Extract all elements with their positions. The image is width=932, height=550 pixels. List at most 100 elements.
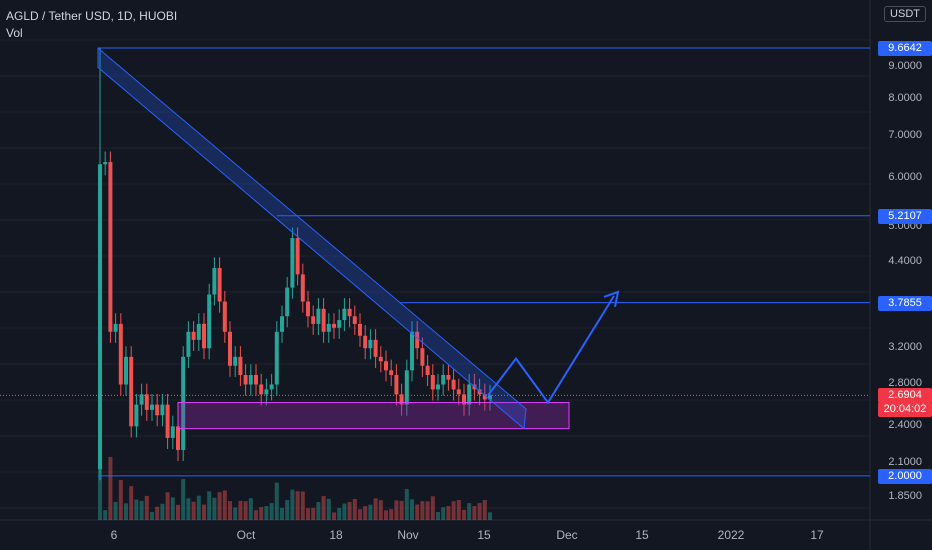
candle-body: [441, 374, 446, 385]
candle-body: [316, 308, 321, 324]
volume-bar: [207, 491, 212, 520]
symbol-title[interactable]: AGLD / Tether USD, 1D, HUOBI: [6, 9, 178, 23]
candle-body: [347, 308, 352, 317]
price-tag-2-0000: 2.0000: [878, 468, 932, 484]
volume-bar: [113, 501, 118, 520]
candle-body: [300, 274, 305, 302]
candle-body: [404, 370, 409, 405]
candle-body: [108, 162, 113, 332]
volume-bar: [103, 510, 108, 520]
candle-body: [384, 361, 388, 371]
last-price-tag: 2.6904: [878, 388, 932, 404]
volume-bar: [290, 489, 295, 520]
volume-bar: [462, 509, 466, 520]
candle-body: [352, 316, 357, 324]
candle-body: [363, 335, 368, 349]
volume-bar: [347, 502, 352, 520]
price-tag-3-7855: 3.7855: [878, 295, 932, 311]
volume-bar: [451, 501, 456, 520]
candle-body: [373, 339, 378, 357]
candle-body: [191, 331, 196, 340]
currency-unit-button[interactable]: USDT: [884, 6, 926, 22]
volume-bar: [118, 480, 123, 520]
volume-bar: [300, 491, 305, 520]
volume-bar: [259, 507, 264, 520]
candle-body: [98, 164, 102, 470]
candle-body: [430, 374, 435, 390]
volume-bar: [399, 500, 404, 520]
price-tick-label: 6.0000: [888, 170, 922, 183]
volume-bar: [134, 499, 139, 520]
volume-bar: [368, 504, 373, 520]
volume-bar: [165, 492, 170, 520]
volume-bar: [436, 512, 440, 520]
volume-bar: [472, 506, 477, 520]
candle-body: [337, 320, 342, 328]
volume-bar: [378, 500, 383, 520]
price-tick-label: 9.0000: [888, 60, 922, 73]
volume-bar: [155, 506, 160, 520]
candle-body: [446, 374, 451, 380]
volume-bar: [144, 495, 149, 520]
candle-body: [326, 323, 331, 332]
time-tick-label: 6: [110, 528, 118, 542]
volume-bar: [254, 510, 258, 520]
projection-path: [487, 295, 615, 405]
price-tick-label: 2.8000: [888, 377, 922, 390]
volume-bar: [337, 507, 342, 520]
volume-bar: [160, 503, 165, 520]
candle-body: [269, 384, 274, 390]
volume-bar: [98, 439, 102, 520]
price-tick-label: 4.4000: [888, 254, 922, 267]
candle-body: [186, 331, 191, 357]
price-tag-5-2107: 5.2107: [878, 208, 932, 224]
volume-bar: [129, 486, 134, 520]
volume-bar: [446, 506, 451, 520]
volume-bar: [269, 503, 274, 520]
candle-body: [222, 301, 227, 332]
candle-body: [103, 162, 108, 165]
candle-body: [368, 339, 373, 349]
volume-bar: [124, 503, 128, 520]
volume-bar: [415, 504, 420, 520]
candle-body: [274, 331, 279, 385]
volume-bar: [233, 507, 238, 520]
volume-label[interactable]: Vol: [6, 26, 23, 40]
candle-body: [233, 356, 238, 366]
volume-bar: [150, 511, 154, 520]
candle-body: [332, 323, 336, 328]
volume-bar: [404, 488, 409, 520]
volume-bar: [222, 490, 227, 520]
candle-body: [456, 389, 461, 395]
candle-body: [467, 384, 472, 405]
price-tick-label: 7.0000: [888, 128, 922, 141]
candle-body: [144, 394, 149, 410]
time-tick-label: 18: [329, 528, 343, 542]
candle-body: [160, 404, 165, 416]
time-tick-label: Nov: [397, 528, 419, 542]
volume-bar: [306, 508, 310, 520]
candle-body: [181, 356, 186, 450]
candle-body: [129, 356, 134, 427]
candle-body: [280, 316, 284, 332]
projection-arrowhead: [603, 290, 620, 308]
descending-channel: [97, 47, 527, 430]
candle-body: [399, 394, 404, 405]
volume-bar: [217, 492, 222, 520]
candle-body: [342, 308, 347, 321]
candle-body: [451, 379, 456, 390]
candle-body: [290, 238, 295, 288]
candle-body: [165, 404, 170, 438]
volume-bar: [477, 503, 482, 520]
volume-bar: [389, 509, 394, 520]
candle-body: [488, 395, 492, 400]
candle-body: [124, 356, 128, 385]
candle-body: [482, 394, 487, 400]
candle-body: [212, 267, 217, 295]
volume-bar: [285, 500, 290, 520]
candle-body: [462, 394, 466, 405]
volume-bar: [274, 482, 279, 520]
candle-body: [118, 323, 123, 385]
volume-bar: [420, 501, 425, 520]
